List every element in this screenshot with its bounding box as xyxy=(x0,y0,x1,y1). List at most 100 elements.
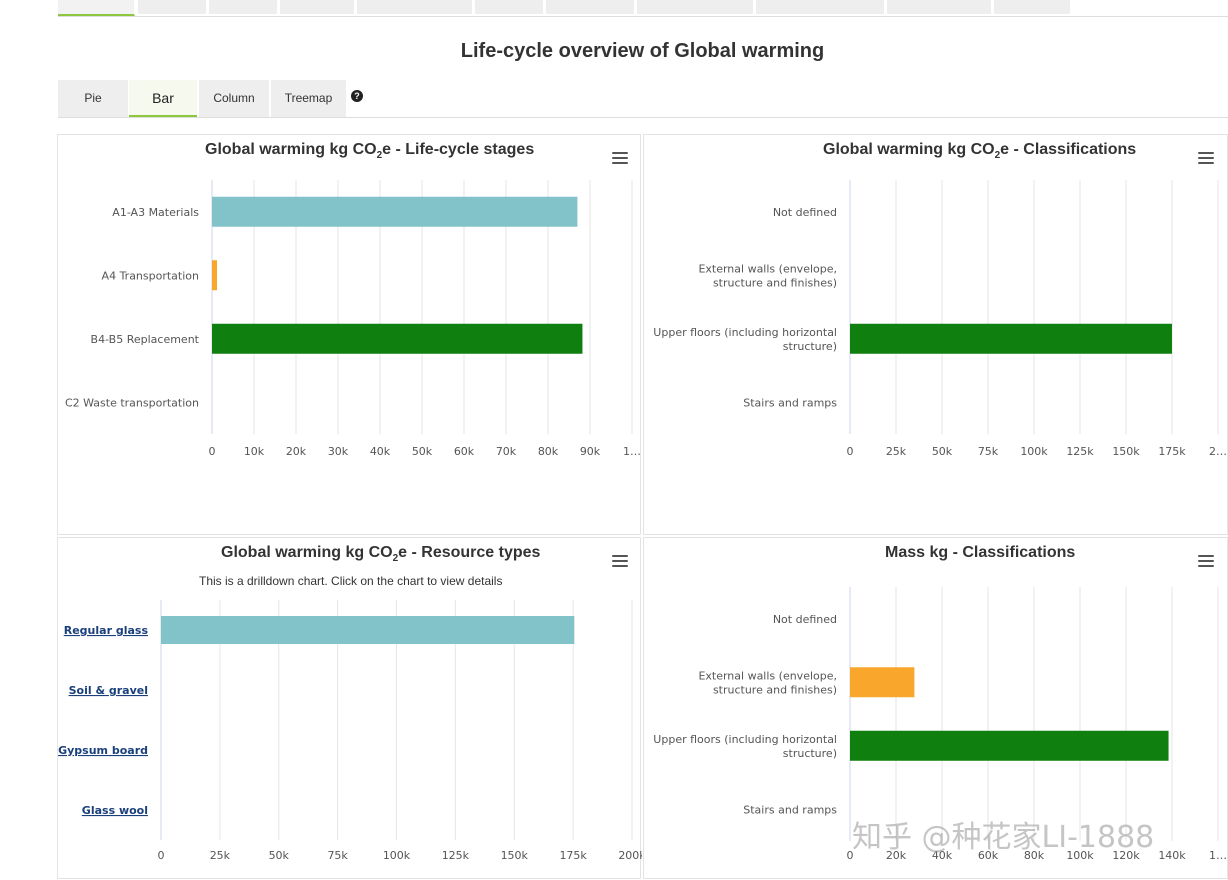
chart-menu-icon[interactable] xyxy=(612,152,628,166)
x-tick-label: 140k xyxy=(1158,849,1186,862)
chart-title: Global warming kg CO2e - Resource types xyxy=(221,544,541,565)
category-label: B4-B5 Replacement xyxy=(91,333,200,346)
category-label: Stairs and ramps xyxy=(743,396,837,409)
bar[interactable] xyxy=(850,323,1172,354)
chart-menu-icon[interactable] xyxy=(612,555,628,569)
x-tick-label: 30k xyxy=(328,445,349,458)
top-tab[interactable] xyxy=(546,0,635,14)
category-label: Not defined xyxy=(773,206,837,219)
category-label: A4 Transportation xyxy=(102,269,199,282)
x-tick-label: 100k xyxy=(383,849,411,862)
category-label: External walls (envelope, xyxy=(698,669,837,682)
x-tick-label: 1… xyxy=(623,445,641,458)
x-tick-label: 25k xyxy=(210,849,231,862)
chart-menu-icon[interactable] xyxy=(1198,152,1214,166)
tab-pie[interactable]: Pie xyxy=(58,80,128,117)
x-tick-label: 75k xyxy=(978,445,999,458)
x-tick-label: 175k xyxy=(559,849,587,862)
x-tick-label: 125k xyxy=(442,849,470,862)
page-title: Life-cycle overview of Global warming xyxy=(460,40,825,62)
x-tick-label: 50k xyxy=(412,445,433,458)
question-circle-icon[interactable]: ? xyxy=(351,90,363,102)
bar-chart-mass[interactable]: 0 20k 40k 60k 80k 100k 120k 140k 1… Not defined Ex… xyxy=(644,538,1228,880)
top-tab[interactable] xyxy=(637,0,754,14)
chart-menu-icon[interactable] xyxy=(1198,555,1214,569)
top-tab[interactable] xyxy=(357,0,473,14)
top-tab[interactable] xyxy=(756,0,885,14)
bar[interactable] xyxy=(212,196,578,227)
top-tab-overview[interactable] xyxy=(58,0,135,16)
category-label[interactable]: Gypsum board xyxy=(58,744,148,757)
x-tick-label: 60k xyxy=(454,445,475,458)
x-tick-label: 10k xyxy=(244,445,265,458)
tab-bar[interactable]: Bar xyxy=(129,80,197,117)
chart-title: Global warming kg CO2e - Classifications xyxy=(823,141,1137,162)
bar[interactable] xyxy=(161,616,575,644)
bar[interactable] xyxy=(850,667,915,698)
x-tick-label: 175k xyxy=(1158,445,1186,458)
chart-panel-mass: Mass kg - Classifications 0 20k 40k 60k 80k 1… xyxy=(643,537,1228,879)
x-tick-label: 1… xyxy=(1209,849,1227,862)
x-tick-label: 0 xyxy=(847,849,854,862)
x-tick-label: 0 xyxy=(209,445,216,458)
bar[interactable] xyxy=(212,260,218,291)
x-tick-label: 75k xyxy=(327,849,348,862)
chart-subtitle: This is a drilldown chart. Click on the … xyxy=(199,574,503,588)
category-label: External walls (envelope, xyxy=(698,262,837,275)
category-label: structure) xyxy=(783,747,837,760)
x-tick-label: 100k xyxy=(1066,849,1094,862)
top-tab[interactable] xyxy=(209,0,278,14)
x-tick-label: 20k xyxy=(886,849,907,862)
top-tab[interactable] xyxy=(280,0,355,14)
category-label: structure) xyxy=(783,340,837,353)
x-tick-label: 0 xyxy=(158,849,165,862)
top-tab[interactable] xyxy=(994,0,1071,14)
category-label: Stairs and ramps xyxy=(743,803,837,816)
chart-type-tabs: Pie Bar Column Treemap xyxy=(58,80,1228,118)
top-tab[interactable] xyxy=(887,0,992,14)
category-label: Not defined xyxy=(773,613,837,626)
chart-panel-lifecycle: Global warming kg CO2e - Life-cycle stag… xyxy=(57,134,641,535)
bar-chart-lifecycle[interactable]: 0 10k 20k 30k 40k 50k 60k 70k 80k 90k 1… A1-A3 Mate… xyxy=(58,135,642,536)
x-tick-label: 40k xyxy=(370,445,391,458)
top-tab[interactable] xyxy=(475,0,544,14)
category-label[interactable]: Soil & gravel xyxy=(69,684,148,697)
category-label[interactable]: Glass wool xyxy=(82,804,148,817)
top-tab[interactable] xyxy=(138,0,207,14)
x-tick-label: 0 xyxy=(847,445,854,458)
top-tab-bar xyxy=(58,0,1228,17)
chart-panel-resource-types: Global warming kg CO2e - Resource types … xyxy=(57,537,642,880)
x-tick-label: 120k xyxy=(1112,849,1140,862)
bar[interactable] xyxy=(850,730,1169,761)
x-tick-label: 80k xyxy=(538,445,559,458)
category-label[interactable]: Regular glass xyxy=(64,624,149,637)
x-tick-label: 40k xyxy=(932,849,953,862)
chart-title: Mass kg - Classifications xyxy=(885,544,1076,561)
tab-treemap[interactable]: Treemap xyxy=(271,80,346,117)
category-label: A1-A3 Materials xyxy=(112,206,199,219)
x-tick-label: 25k xyxy=(886,445,907,458)
bar-chart-resource-types[interactable]: 0 25k 50k 75k 100k 125k 150k 175k 200k Regular gl… xyxy=(58,538,642,880)
tab-column[interactable]: Column xyxy=(199,80,269,117)
x-tick-label: 150k xyxy=(1112,445,1140,458)
x-tick-label: 70k xyxy=(496,445,517,458)
x-tick-label: 20k xyxy=(286,445,307,458)
x-tick-label: 80k xyxy=(1024,849,1045,862)
x-tick-label: 2… xyxy=(1209,445,1227,458)
x-tick-label: 60k xyxy=(978,849,999,862)
watermark: 知乎 @种花家LI-1888 xyxy=(852,820,1155,855)
x-tick-label: 50k xyxy=(932,445,953,458)
x-tick-label: 50k xyxy=(269,849,290,862)
x-tick-label: 125k xyxy=(1066,445,1094,458)
category-label: C2 Waste transportation xyxy=(65,396,199,409)
x-tick-label: 90k xyxy=(580,445,601,458)
bar-chart-classifications[interactable]: 0 25k 50k 75k 100k 125k 150k 175k 2… Not defined E… xyxy=(644,135,1228,536)
x-tick-label: 100k xyxy=(1020,445,1048,458)
chart-title: Global warming kg CO2e - Life-cycle stag… xyxy=(205,141,535,162)
x-tick-label: 150k xyxy=(501,849,529,862)
category-label: Upper floors (including horizontal xyxy=(653,326,837,339)
category-label: structure and finishes) xyxy=(713,276,837,289)
bar[interactable] xyxy=(212,323,583,354)
chart-panel-classifications: Global warming kg CO2e - Classifications… xyxy=(643,134,1228,535)
category-label: structure and finishes) xyxy=(713,683,837,696)
